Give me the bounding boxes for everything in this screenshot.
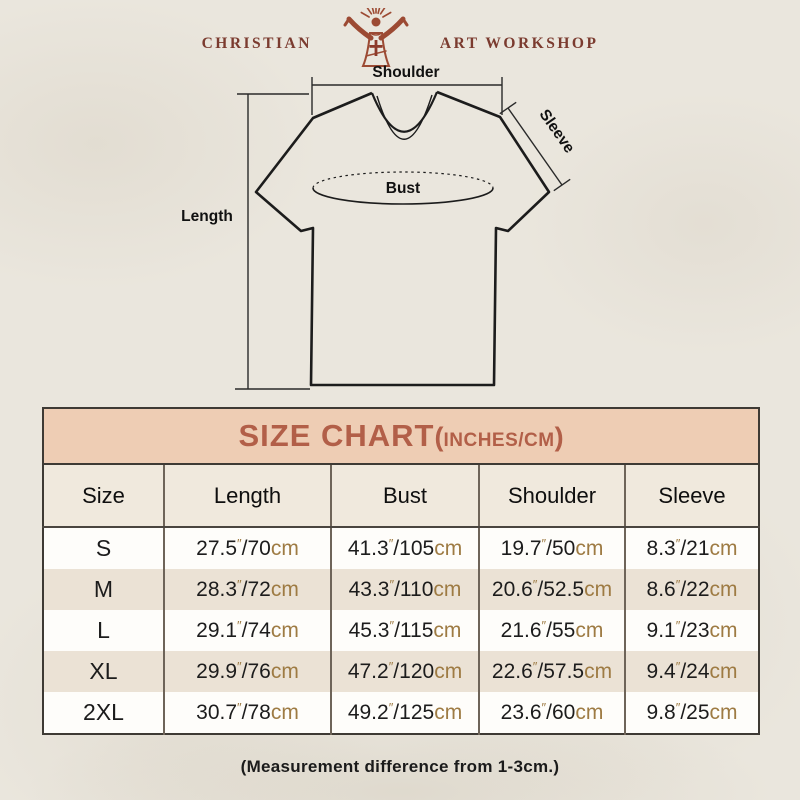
size-chart-table: SIZE CHART(INCHES/CM) Size Length Bust S… (42, 407, 761, 735)
brand-header: CHRISTIAN (0, 8, 800, 70)
measurement-cell: 29.1″/74cm (163, 610, 331, 651)
cm-unit: cm (584, 660, 613, 683)
inch-mark: ″ (388, 536, 394, 551)
inch-mark: ″ (541, 618, 547, 633)
measurement-cell: 43.3″/110cm (330, 569, 479, 610)
size-cell: XL (43, 651, 164, 692)
size-chart-title: SIZE CHART(INCHES/CM) (43, 408, 760, 465)
size-chart-title-band: SIZE CHART(INCHES/CM) (43, 408, 760, 465)
measurement-cell: 9.1″/23cm (623, 610, 760, 651)
inch-mark: ″ (388, 700, 394, 715)
size-cell: L (43, 610, 164, 651)
measurement-cell: 45.3″/115cm (330, 610, 479, 651)
inch-mark: ″ (532, 577, 538, 592)
cm-unit: cm (434, 537, 463, 560)
inch-mark: ″ (237, 577, 242, 592)
cm-unit: cm (575, 701, 604, 724)
bust-line-dotted (312, 171, 494, 189)
sleeve-measure-line (499, 101, 571, 192)
inch-mark: ″ (237, 659, 242, 674)
size-cell: M (43, 569, 164, 610)
column-header-length: Length (163, 464, 331, 528)
measurement-cell: 29.9″/76cm (163, 651, 331, 692)
size-cell: S (43, 527, 164, 569)
column-header-size: Size (43, 464, 164, 528)
shoulder-measure-line (311, 77, 503, 115)
inch-mark: ″ (532, 659, 538, 674)
table-row-l: L 29.1″/74cm 45.3″/115cm 21.6″/55cm 9.1″… (43, 610, 760, 651)
column-header-sleeve: Sleeve (623, 464, 760, 528)
measurement-cell: 23.6″/60cm (478, 692, 625, 734)
measurement-cell: 8.6″/22cm (623, 569, 760, 610)
bust-label: Bust (386, 180, 420, 197)
cm-unit: cm (575, 619, 604, 642)
cm-unit: cm (434, 660, 463, 683)
measurement-cell: 28.3″/72cm (163, 569, 331, 610)
measurement-cell: 22.6″/57.5cm (478, 651, 625, 692)
inch-mark: ″ (389, 577, 395, 592)
cm-unit: cm (709, 660, 738, 683)
cm-unit: cm (709, 578, 738, 601)
measurement-cell: 9.8″/25cm (623, 692, 760, 734)
jesus-open-arms-icon (343, 8, 409, 67)
length-measure-line (235, 93, 310, 390)
cm-unit: cm (270, 701, 299, 724)
cm-unit: cm (584, 578, 613, 601)
sleeve-label: Sleeve (536, 106, 578, 156)
inch-mark: ″ (237, 536, 242, 551)
inch-mark: ″ (237, 700, 242, 715)
measurement-note: (Measurement difference from 1-3cm.) (240, 757, 560, 776)
cm-unit: cm (434, 701, 463, 724)
cm-unit: cm (270, 619, 299, 642)
measurement-cell: 20.6″/52.5cm (478, 569, 625, 610)
inch-mark: ″ (389, 618, 395, 633)
measurement-cell: 47.2″/120cm (330, 651, 479, 692)
bust-line-solid (312, 187, 494, 205)
measurement-cell: 9.4″/24cm (623, 651, 760, 692)
inch-mark: ″ (237, 618, 242, 633)
table-row-m: M 28.3″/72cm 43.3″/110cm 20.6″/52.5cm 8.… (43, 569, 760, 610)
cm-unit: cm (270, 537, 299, 560)
measurement-cell: 8.3″/21cm (623, 527, 760, 569)
inch-mark: ″ (675, 536, 681, 551)
table-row-2xl: 2XL 30.7″/78cm 49.2″/125cm 23.6″/60cm 9.… (43, 692, 760, 734)
brand-name-left: CHRISTIAN (201, 35, 312, 52)
inch-mark: ″ (675, 659, 681, 674)
cross-icon (369, 40, 383, 56)
cm-unit: cm (709, 701, 738, 724)
cm-unit: cm (575, 537, 604, 560)
length-label: Length (181, 208, 233, 225)
inch-mark: ″ (541, 700, 547, 715)
measurement-cell: 49.2″/125cm (330, 692, 479, 734)
cm-unit: cm (433, 578, 462, 601)
measurement-cell: 30.7″/78cm (163, 692, 331, 734)
measurement-cell: 41.3″/105cm (330, 527, 479, 569)
cm-unit: cm (270, 578, 299, 601)
size-cell: 2XL (43, 692, 164, 734)
inch-mark: ″ (541, 536, 547, 551)
cm-unit: cm (709, 537, 738, 560)
cm-unit: cm (709, 619, 738, 642)
table-row-xl: XL 29.9″/76cm 47.2″/120cm 22.6″/57.5cm 9… (43, 651, 760, 692)
measurement-cell: 19.7″/50cm (478, 527, 625, 569)
column-header-shoulder: Shoulder (478, 464, 625, 528)
cm-unit: cm (270, 660, 299, 683)
cm-unit: cm (433, 619, 462, 642)
inch-mark: ″ (675, 618, 681, 633)
brand-name-right: ART WORKSHOP (439, 35, 599, 52)
table-row-s: S 27.5″/70cm 41.3″/105cm 19.7″/50cm 8.3″… (43, 527, 760, 569)
measurement-cell: 21.6″/55cm (478, 610, 625, 651)
inch-mark: ″ (675, 700, 681, 715)
inch-mark: ″ (388, 659, 394, 674)
column-header-row: Size Length Bust Shoulder Sleeve (43, 464, 760, 528)
inch-mark: ″ (675, 577, 681, 592)
column-header-bust: Bust (330, 464, 479, 528)
measurement-cell: 27.5″/70cm (163, 527, 331, 569)
